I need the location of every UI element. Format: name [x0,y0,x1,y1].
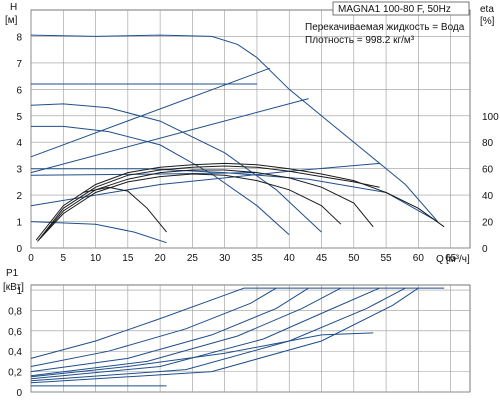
head-curve [30,34,258,59]
head-curve [30,162,380,207]
x-tick-label: 45 [316,253,328,264]
y2-tick-label: 0 [482,244,488,255]
y2-tick-label: 60 [482,165,494,176]
x-tick-label: 30 [219,253,231,264]
fluid-label: Перекачиваемая жидкость = Вода [305,22,465,33]
efficiency-curve [39,173,342,240]
power-curve [30,332,374,378]
y2-tick-label: 40 [482,191,494,202]
x-tick-label: 55 [381,253,393,264]
x-tick-label: 60 [413,253,425,264]
power-axis-label: P1 [6,268,19,279]
head-curve [30,103,322,233]
power-curve [30,287,342,377]
x-axis-label: Q [436,254,444,265]
x-tick-label: 40 [284,253,296,264]
x-tick-label: 35 [251,253,263,264]
power-axis-unit: [кВт] [3,282,24,293]
x-tick-label: 10 [90,253,102,264]
model-label: MAGNA1 100-80 F, 50Hz [338,4,451,15]
density-label: Плотность = 998.2 кг/м³ [305,35,415,46]
power-curve [30,287,419,384]
head-curve [30,67,271,158]
y-tick-label: 2 [16,191,22,202]
y2-axis-unit: [%] [480,16,495,27]
y-tick-label: 4 [16,138,22,149]
y-tick-label: 7 [16,59,22,70]
efficiency-curve [38,169,374,241]
y-axis-label: H [10,2,17,13]
power-y-tick-label: 1 [16,286,22,297]
x-axis-unit: [м³/ч] [446,254,470,265]
y2-axis-label: eta [480,4,494,15]
y-axis-unit: [м] [5,15,18,26]
head-curve [30,98,309,174]
x-tick-label: 65 [445,253,457,264]
efficiency-curve [35,162,445,241]
x-tick-label: 0 [28,253,34,264]
head-curve [31,168,438,223]
tick-layer: 0 5 10 15 20 25 30 35 40 45 50 55 60 6501234567802040… [8,32,499,399]
power-y-tick-label: 0,2 [8,368,22,379]
y-tick-label: 1 [16,218,22,229]
x-tick-label: 20 [155,253,167,264]
x-tick-label: 25 [187,253,199,264]
head-curve [31,125,290,236]
y2-tick-label: 80 [482,138,494,149]
x-tick-label: 15 [122,253,134,264]
power-curve [30,287,380,380]
y-tick-label: 0 [16,244,22,255]
power-y-tick-label: 0,6 [8,327,22,338]
power-y-tick-label: 0,4 [8,347,22,358]
y2-tick-label: 20 [482,218,494,229]
curve-layer [30,34,445,387]
head-curve [256,57,439,222]
y2-tick-label: 100 [482,112,499,123]
y-tick-label: 8 [16,32,22,43]
y-tick-label: 3 [16,165,22,176]
y-tick-label: 6 [16,85,22,96]
power-y-tick-label: 0 [16,388,22,399]
power-curve [30,287,309,373]
efficiency-curve [82,186,167,233]
head-curve [30,221,167,244]
power-curve [30,287,406,382]
model-label-box [332,1,470,16]
y-tick-label: 5 [16,112,22,123]
x-tick-label: 50 [348,253,360,264]
power-y-tick-label: 0,8 [8,306,22,317]
power-curve [30,287,277,367]
efficiency-curve [37,165,380,242]
x-tick-label: 5 [60,253,66,264]
power-curve [30,287,445,359]
